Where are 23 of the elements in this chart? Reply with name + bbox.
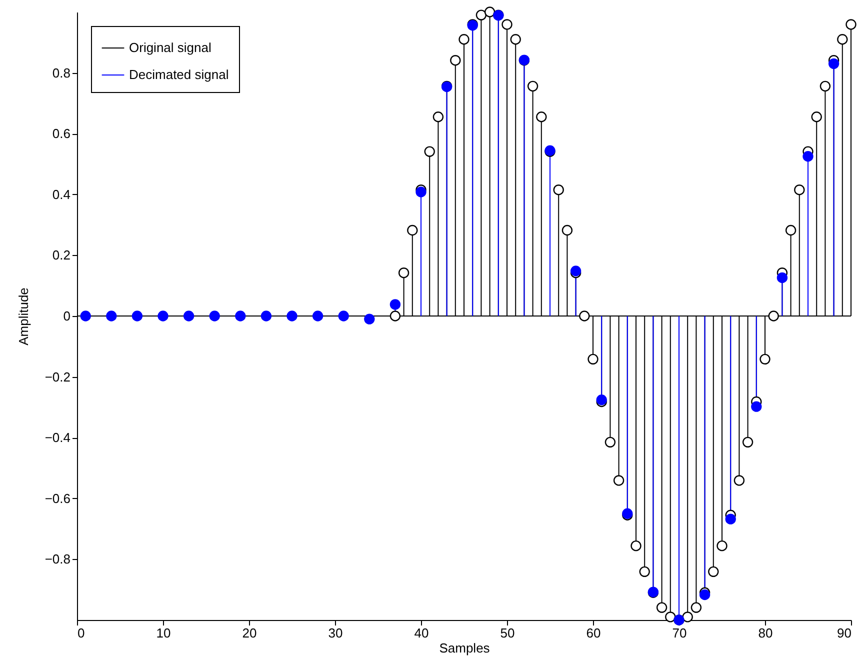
x-tick-label: 0 bbox=[78, 626, 85, 640]
y-tick-label: 0.8 bbox=[52, 65, 70, 80]
x-tick-label: 50 bbox=[500, 626, 515, 640]
y-axis-title: Amplitude bbox=[16, 288, 31, 346]
y-tick-label: −0.6 bbox=[44, 490, 70, 506]
y-tick-label: 0.6 bbox=[52, 126, 70, 142]
y-tick-label: −0.8 bbox=[44, 552, 70, 567]
legend-label: Decimated signal bbox=[129, 67, 229, 82]
x-tick-label: 30 bbox=[328, 626, 343, 640]
legend-label: Original signal bbox=[129, 40, 212, 55]
y-tick-label: 0.2 bbox=[52, 248, 70, 263]
x-axis-title: Samples bbox=[439, 640, 490, 656]
x-tick-label: 80 bbox=[758, 626, 773, 640]
y-tick-label: −0.2 bbox=[44, 369, 70, 384]
y-tick-label: 0.4 bbox=[52, 186, 70, 202]
y-tick-label: 0 bbox=[63, 308, 70, 324]
y-tick-label: −0.4 bbox=[44, 430, 70, 446]
x-tick-label: 60 bbox=[586, 626, 601, 640]
x-tick-label: 70 bbox=[672, 626, 687, 640]
x-tick-label: 10 bbox=[156, 626, 171, 640]
x-tick-label: 90 bbox=[837, 626, 852, 640]
x-tick-label: 40 bbox=[414, 626, 429, 640]
x-tick-label: 20 bbox=[242, 626, 257, 640]
